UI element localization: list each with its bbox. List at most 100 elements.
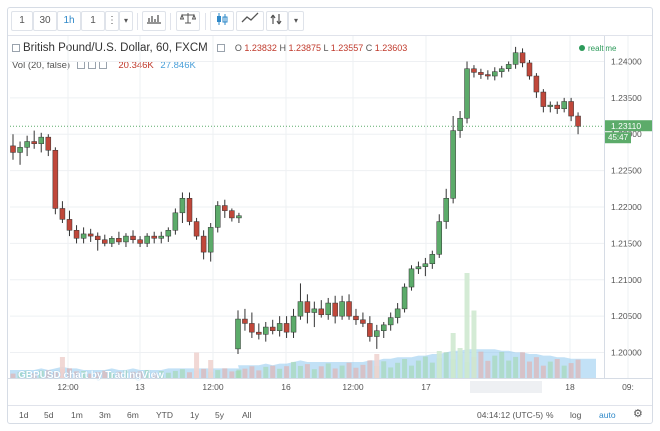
- range-1m[interactable]: 1m: [71, 410, 83, 420]
- volume-bar: [429, 362, 435, 378]
- collapse-square-icon[interactable]: [12, 44, 20, 52]
- compare-scales-icon[interactable]: [176, 11, 200, 31]
- interval-1m-button[interactable]: 1: [11, 11, 33, 31]
- volume-bar: [130, 371, 136, 378]
- candle-body: [387, 317, 394, 326]
- symbol-legend: British Pound/U.S. Dollar, 60, FXCM O 1.…: [12, 42, 407, 54]
- candles-icon[interactable]: [210, 11, 234, 31]
- volume-bar: [506, 360, 512, 378]
- volume-bar: [388, 367, 394, 378]
- volume-bar: [66, 368, 72, 378]
- interval-1d-button[interactable]: 1: [81, 11, 105, 31]
- toolbar-divider: [137, 13, 138, 30]
- volume-bar: [485, 360, 491, 378]
- percent-toggle[interactable]: %: [546, 410, 554, 420]
- volume-value: 20.346K: [118, 60, 154, 71]
- range-5d[interactable]: 5d: [44, 410, 54, 420]
- price-tick-label: 1.21500: [611, 238, 642, 248]
- volume-bar: [499, 351, 505, 378]
- volume-bar: [31, 373, 37, 378]
- volume-bar: [88, 373, 94, 378]
- candle-body: [130, 235, 136, 240]
- candle-body: [429, 254, 436, 265]
- volume-bar: [137, 371, 143, 378]
- range-3m[interactable]: 3m: [99, 410, 111, 420]
- candle-body: [422, 263, 429, 267]
- volume-bar: [102, 370, 108, 378]
- price-tick-label: 1.22000: [611, 202, 642, 212]
- symbol-title[interactable]: British Pound/U.S. Dollar, 60, FXCM: [23, 42, 208, 54]
- candle-body: [24, 141, 30, 148]
- volume-bar: [256, 370, 262, 378]
- candle-body: [457, 117, 463, 131]
- volume-bar: [533, 357, 539, 378]
- candle-body: [179, 198, 186, 214]
- bar-chart-icon[interactable]: [142, 11, 166, 31]
- range-5y[interactable]: 5y: [215, 410, 224, 420]
- candle-body: [158, 235, 165, 239]
- volume-bar: [554, 358, 560, 378]
- volume-bar: [471, 310, 477, 378]
- volume-bar: [109, 372, 115, 378]
- price-chart[interactable]: 1.240001.235001.230001.225001.220001.215…: [8, 36, 653, 406]
- range-1y[interactable]: 1y: [190, 410, 199, 420]
- candle-body: [214, 205, 221, 228]
- volume-bar: [297, 365, 303, 378]
- volume-bar: [395, 362, 401, 378]
- chevron-down-icon[interactable]: ▾: [119, 11, 133, 31]
- price-tick-label: 1.24000: [611, 56, 642, 66]
- candle-body: [498, 68, 505, 72]
- volume-bar: [318, 366, 324, 378]
- volume-bar: [38, 370, 44, 378]
- candle-body: [408, 268, 415, 288]
- candle-body: [263, 326, 269, 335]
- volume-bar: [59, 357, 65, 378]
- last-price-label: 1.23110: [611, 121, 641, 131]
- chevron-down-icon[interactable]: ▾: [288, 11, 304, 31]
- log-toggle[interactable]: log: [570, 410, 582, 420]
- time-tick-label: 13: [135, 382, 145, 392]
- realtime-indicator: realtime: [579, 44, 616, 53]
- volume-bar: [165, 372, 171, 378]
- watermark: GBPUSD chart by TradingView: [18, 370, 164, 381]
- range-1d[interactable]: 1d: [19, 410, 29, 420]
- range-ytd[interactable]: YTD: [156, 410, 173, 420]
- bottom-bar: 1d 5d 1m 3m 6m YTD 1y 5y All 04:14:12 (U…: [8, 405, 652, 423]
- volume-bar: [575, 359, 581, 378]
- candle-body: [450, 130, 456, 199]
- time-tick-label: 16: [281, 382, 291, 392]
- volume-bar: [74, 371, 80, 378]
- candle-body: [200, 235, 207, 253]
- range-6m[interactable]: 6m: [127, 410, 139, 420]
- volume-bar: [374, 354, 380, 378]
- interval-1h-button[interactable]: 1h: [57, 11, 81, 31]
- candle-body: [367, 323, 373, 337]
- more-vertical-icon[interactable]: ⋮: [105, 11, 119, 31]
- volume-bar: [270, 365, 276, 378]
- volume-bar: [547, 361, 553, 378]
- volume-bar: [17, 372, 23, 378]
- volume-bar: [151, 372, 157, 378]
- candle-body: [102, 239, 108, 244]
- candle-body: [485, 74, 491, 77]
- time-tick-label: 12:00: [57, 382, 79, 392]
- candle-body: [443, 198, 449, 222]
- candle-body: [123, 235, 129, 243]
- candle-body: [540, 91, 547, 107]
- candle-body: [52, 149, 59, 209]
- interval-30m-button[interactable]: 30: [33, 11, 57, 31]
- indicators-icon[interactable]: [236, 11, 264, 31]
- volume-bar: [229, 371, 235, 378]
- volume-bar: [339, 365, 345, 378]
- volume-bar: [360, 364, 366, 378]
- auto-toggle[interactable]: auto: [599, 410, 616, 420]
- range-all[interactable]: All: [242, 410, 252, 420]
- gear-icon[interactable]: ⚙: [633, 408, 643, 420]
- timezone-clock[interactable]: 04:14:12 (UTC-5): [477, 410, 544, 420]
- volume-bar: [10, 373, 16, 378]
- volume-bar: [450, 333, 456, 378]
- volume-title[interactable]: Vol (20, false): [12, 60, 71, 71]
- candle-body: [165, 230, 172, 237]
- settings-square-icon[interactable]: [216, 44, 225, 52]
- drawing-icon[interactable]: [266, 11, 288, 31]
